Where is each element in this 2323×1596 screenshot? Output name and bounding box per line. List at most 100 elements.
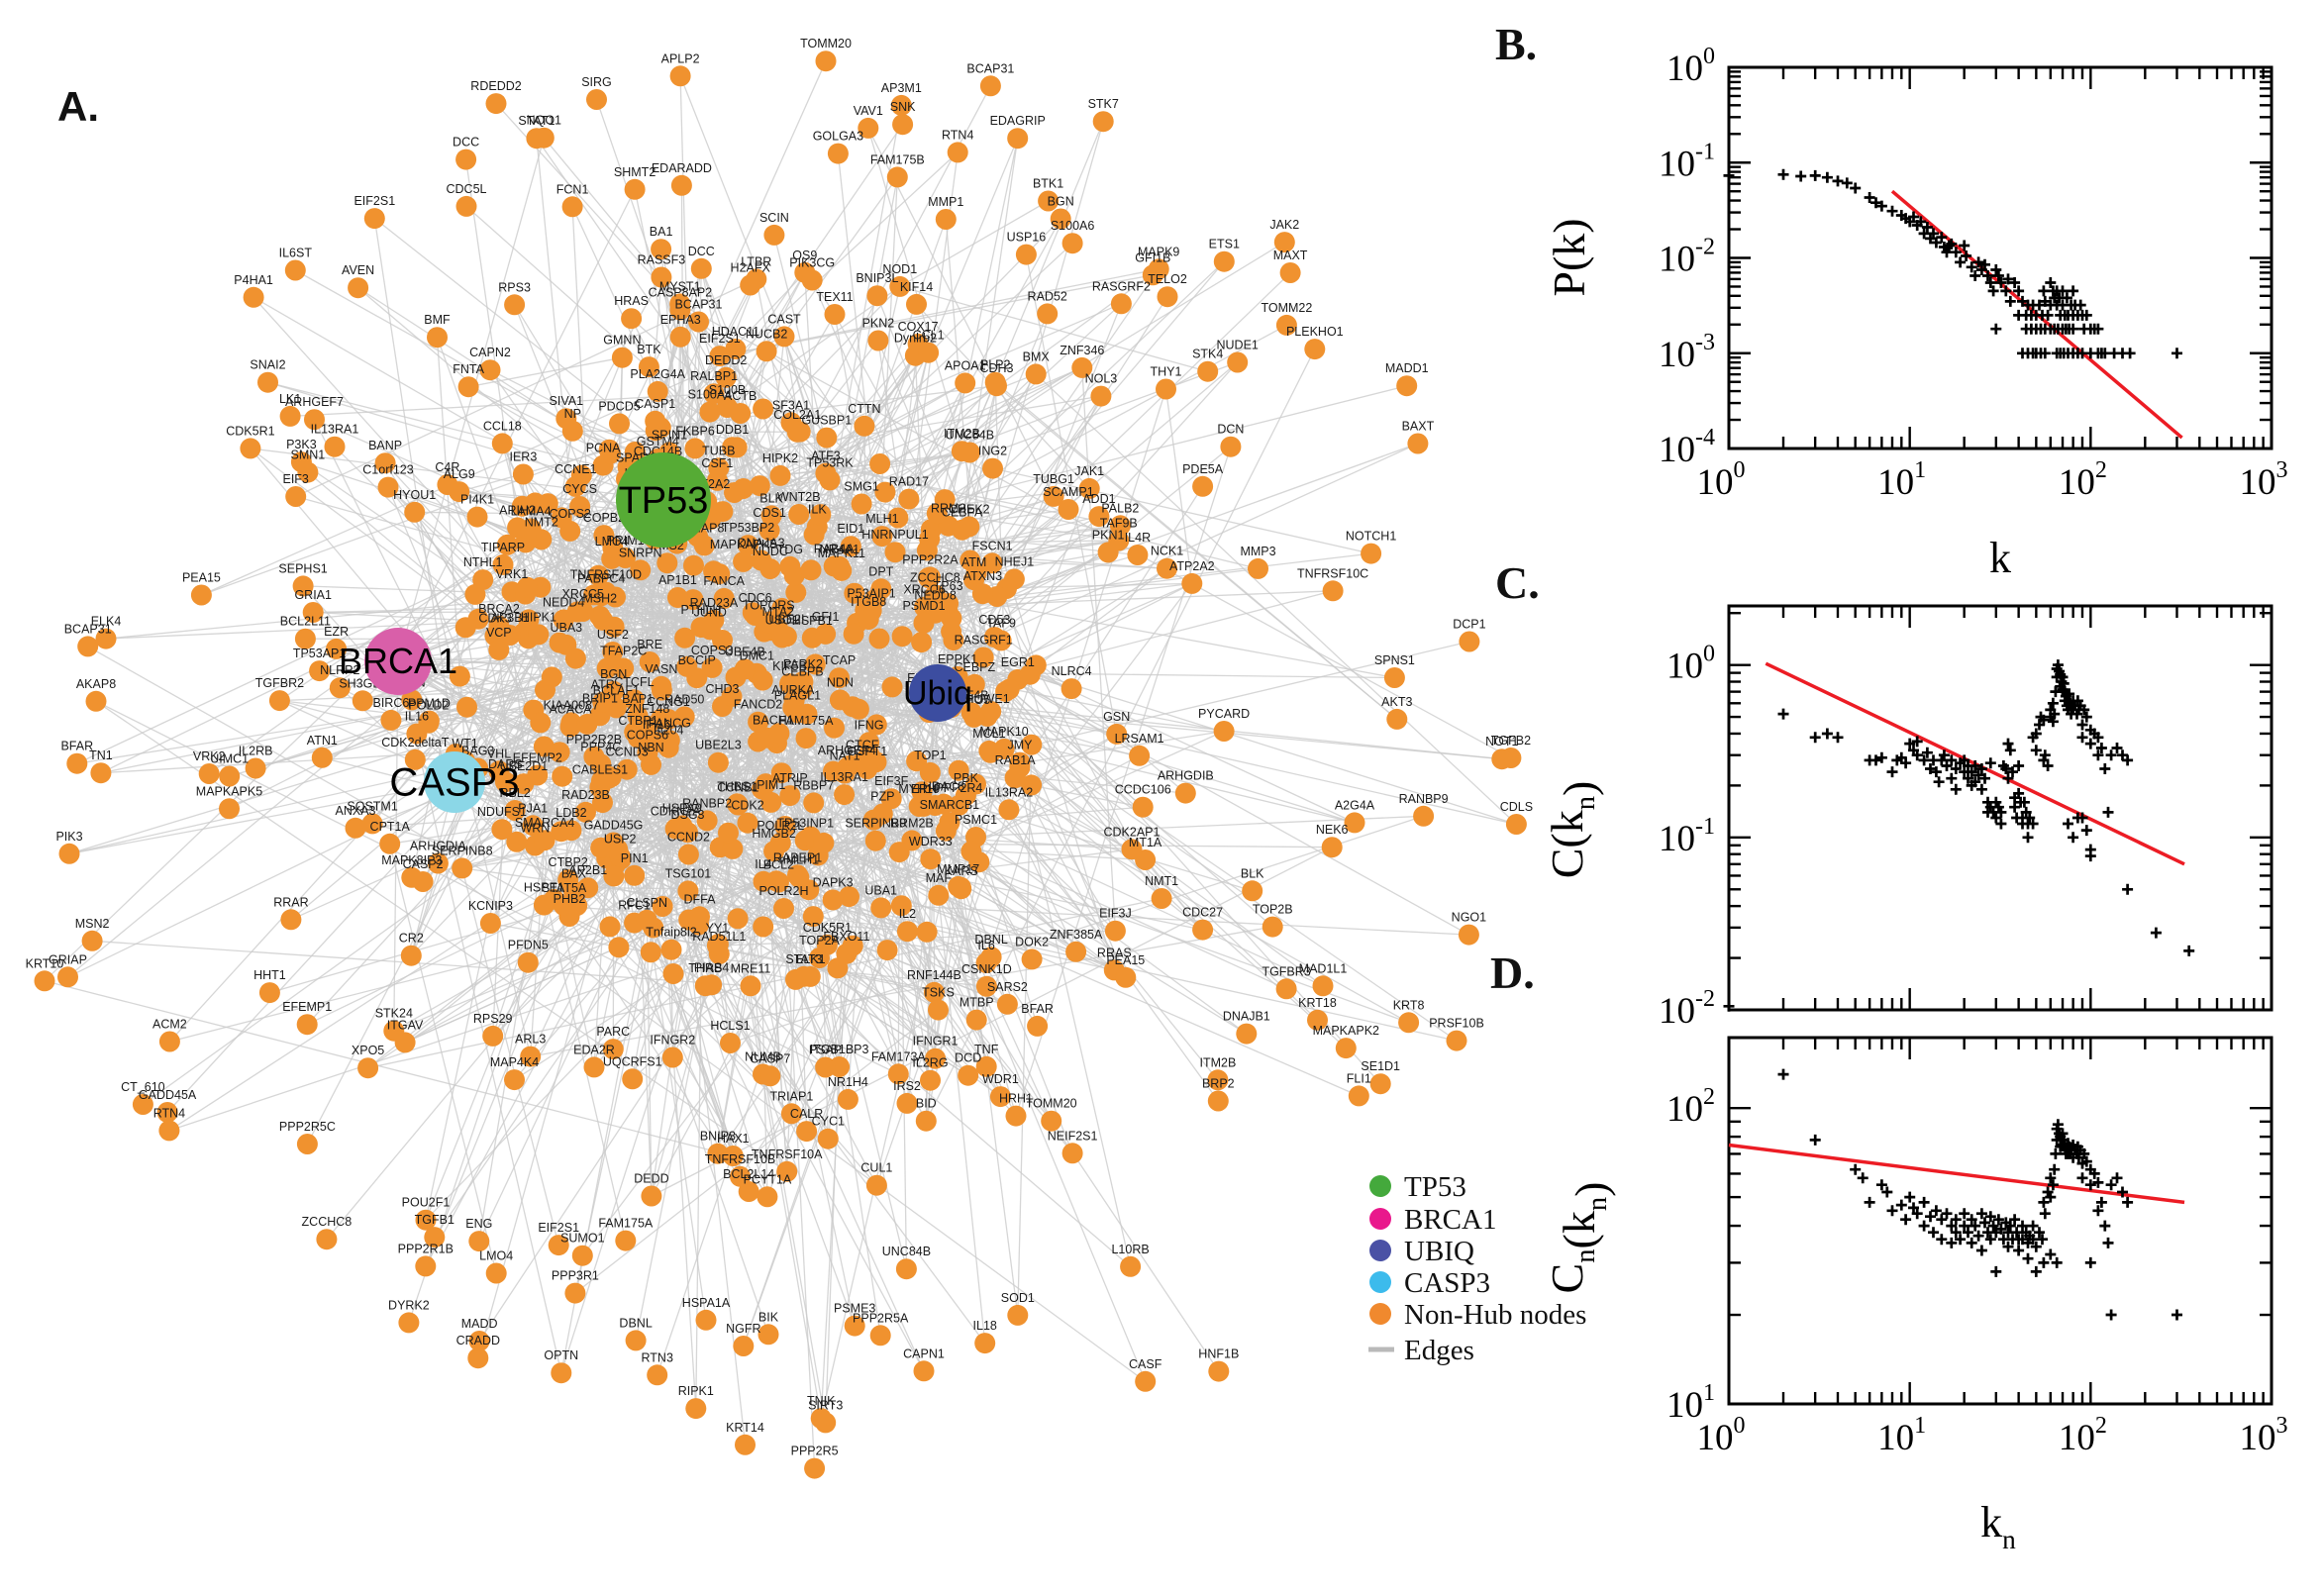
network-node (943, 630, 964, 650)
network-node-label: JMY (1008, 739, 1034, 752)
hub-node-tp53 (616, 452, 711, 548)
network-node-label: BNIP3L (856, 271, 898, 285)
network-node-label: FLI1 (1347, 1071, 1371, 1085)
network-node-label: PSMC1 (955, 813, 997, 827)
network-node-label: COPS2 (550, 507, 591, 521)
network-node (324, 436, 346, 457)
network-node (406, 723, 428, 745)
network-node (616, 758, 638, 780)
network-node (721, 686, 743, 707)
network-node (605, 586, 626, 608)
network-node-label: TGFB1 (415, 1213, 454, 1227)
network-node-label: HIPK2 (762, 451, 798, 465)
network-node (676, 655, 698, 677)
network-node (935, 209, 957, 230)
network-node-label: BGN (1048, 195, 1074, 209)
network-node (492, 553, 514, 575)
network-node-label: RAD52 (1028, 289, 1067, 303)
network-node (831, 559, 853, 581)
plot-frame (1727, 604, 2273, 1012)
network-edge (1025, 253, 1118, 735)
network-edge (76, 530, 570, 764)
network-node-label: ATP2A2 (1169, 559, 1215, 573)
network-node-label: SERPINB8 (432, 844, 493, 857)
network-node (1021, 948, 1043, 970)
network-node (715, 366, 737, 388)
network-edge (168, 861, 980, 1132)
network-node-label: CCL1 (913, 329, 945, 343)
network-node (641, 753, 661, 775)
network-node (769, 464, 791, 486)
network-edge (662, 499, 1116, 932)
network-node (914, 596, 936, 618)
network-node-label: UBE2L3 (695, 739, 742, 752)
network-node (906, 293, 927, 315)
network-node-label: MYH10 (898, 782, 940, 796)
network-node (518, 609, 540, 631)
network-node (294, 628, 316, 649)
network-node-label: TP53AP1 (293, 647, 347, 660)
y-tick-label: 10-4 (1659, 425, 1715, 470)
network-node (816, 934, 838, 955)
network-node-label: BACH1 (753, 714, 794, 728)
network-node-label: TGFBR2 (255, 676, 304, 690)
network-node-label: HMGB2 (752, 827, 796, 841)
network-node (1413, 805, 1435, 827)
network-node (1015, 244, 1037, 265)
network-node (569, 496, 591, 517)
network-edge (67, 586, 542, 978)
network-node (696, 810, 718, 832)
network-node (348, 277, 369, 299)
network-edge (1081, 367, 1117, 932)
network-node-label: RFC1 (618, 899, 651, 913)
network-node-label: IFNGR2 (650, 1034, 695, 1047)
network-node (639, 651, 660, 672)
network-node (915, 1110, 937, 1132)
network-node (1132, 796, 1154, 818)
network-edge (718, 692, 939, 955)
network-node-label: RDEDD2 (470, 79, 521, 93)
hub-label-brca1: BRCA1 (339, 641, 457, 681)
network-node (652, 896, 673, 917)
network-node-label: BLK (1241, 866, 1264, 880)
network-node (615, 1230, 637, 1251)
network-node (647, 380, 668, 402)
network-node (815, 50, 837, 72)
network-node-label: SMARCA4 (515, 816, 574, 830)
network-node-label: SHMT2 (614, 165, 656, 179)
network-edge (718, 443, 1419, 763)
network-node (986, 375, 1007, 397)
network-node-label: CCDC106 (1115, 783, 1171, 797)
network-node-label: BRE (637, 638, 662, 651)
panel-label-d: D. (1490, 948, 1535, 998)
network-node-label: CTBP2 (549, 855, 588, 869)
network-node (156, 1102, 178, 1123)
network-node (533, 127, 555, 149)
network-node (871, 803, 893, 825)
network-edge (772, 218, 1061, 739)
network-edge (662, 499, 786, 827)
network-node-label: HUWE1 (965, 692, 1010, 706)
network-node-label: SPIN1 (652, 428, 687, 442)
network-node (506, 831, 528, 852)
network-node-label: CDC27 (1182, 906, 1223, 920)
network-node (669, 326, 691, 348)
network-node-label: NTHL1 (463, 555, 503, 569)
network-node (947, 142, 968, 163)
network-node (979, 75, 1001, 97)
network-node (928, 999, 949, 1021)
network-node-label: NR4A1 (820, 543, 859, 556)
network-edge (827, 151, 959, 1140)
network-node-label: EIF2S1 (699, 332, 741, 346)
network-node-label: PHB2 (554, 892, 586, 906)
network-node-label: VRK1 (496, 567, 529, 581)
network-node-label: MMP17 (937, 862, 979, 876)
network-node (95, 628, 117, 649)
network-node-label: VCP (486, 626, 512, 640)
network-node (158, 1120, 180, 1142)
network-node-label: MAPKAPK5 (196, 784, 262, 798)
network-node-label: ANXA3 (336, 804, 376, 818)
network-node-label: BRP2 (1202, 1077, 1235, 1091)
network-node (724, 482, 745, 503)
network-node (851, 493, 872, 515)
